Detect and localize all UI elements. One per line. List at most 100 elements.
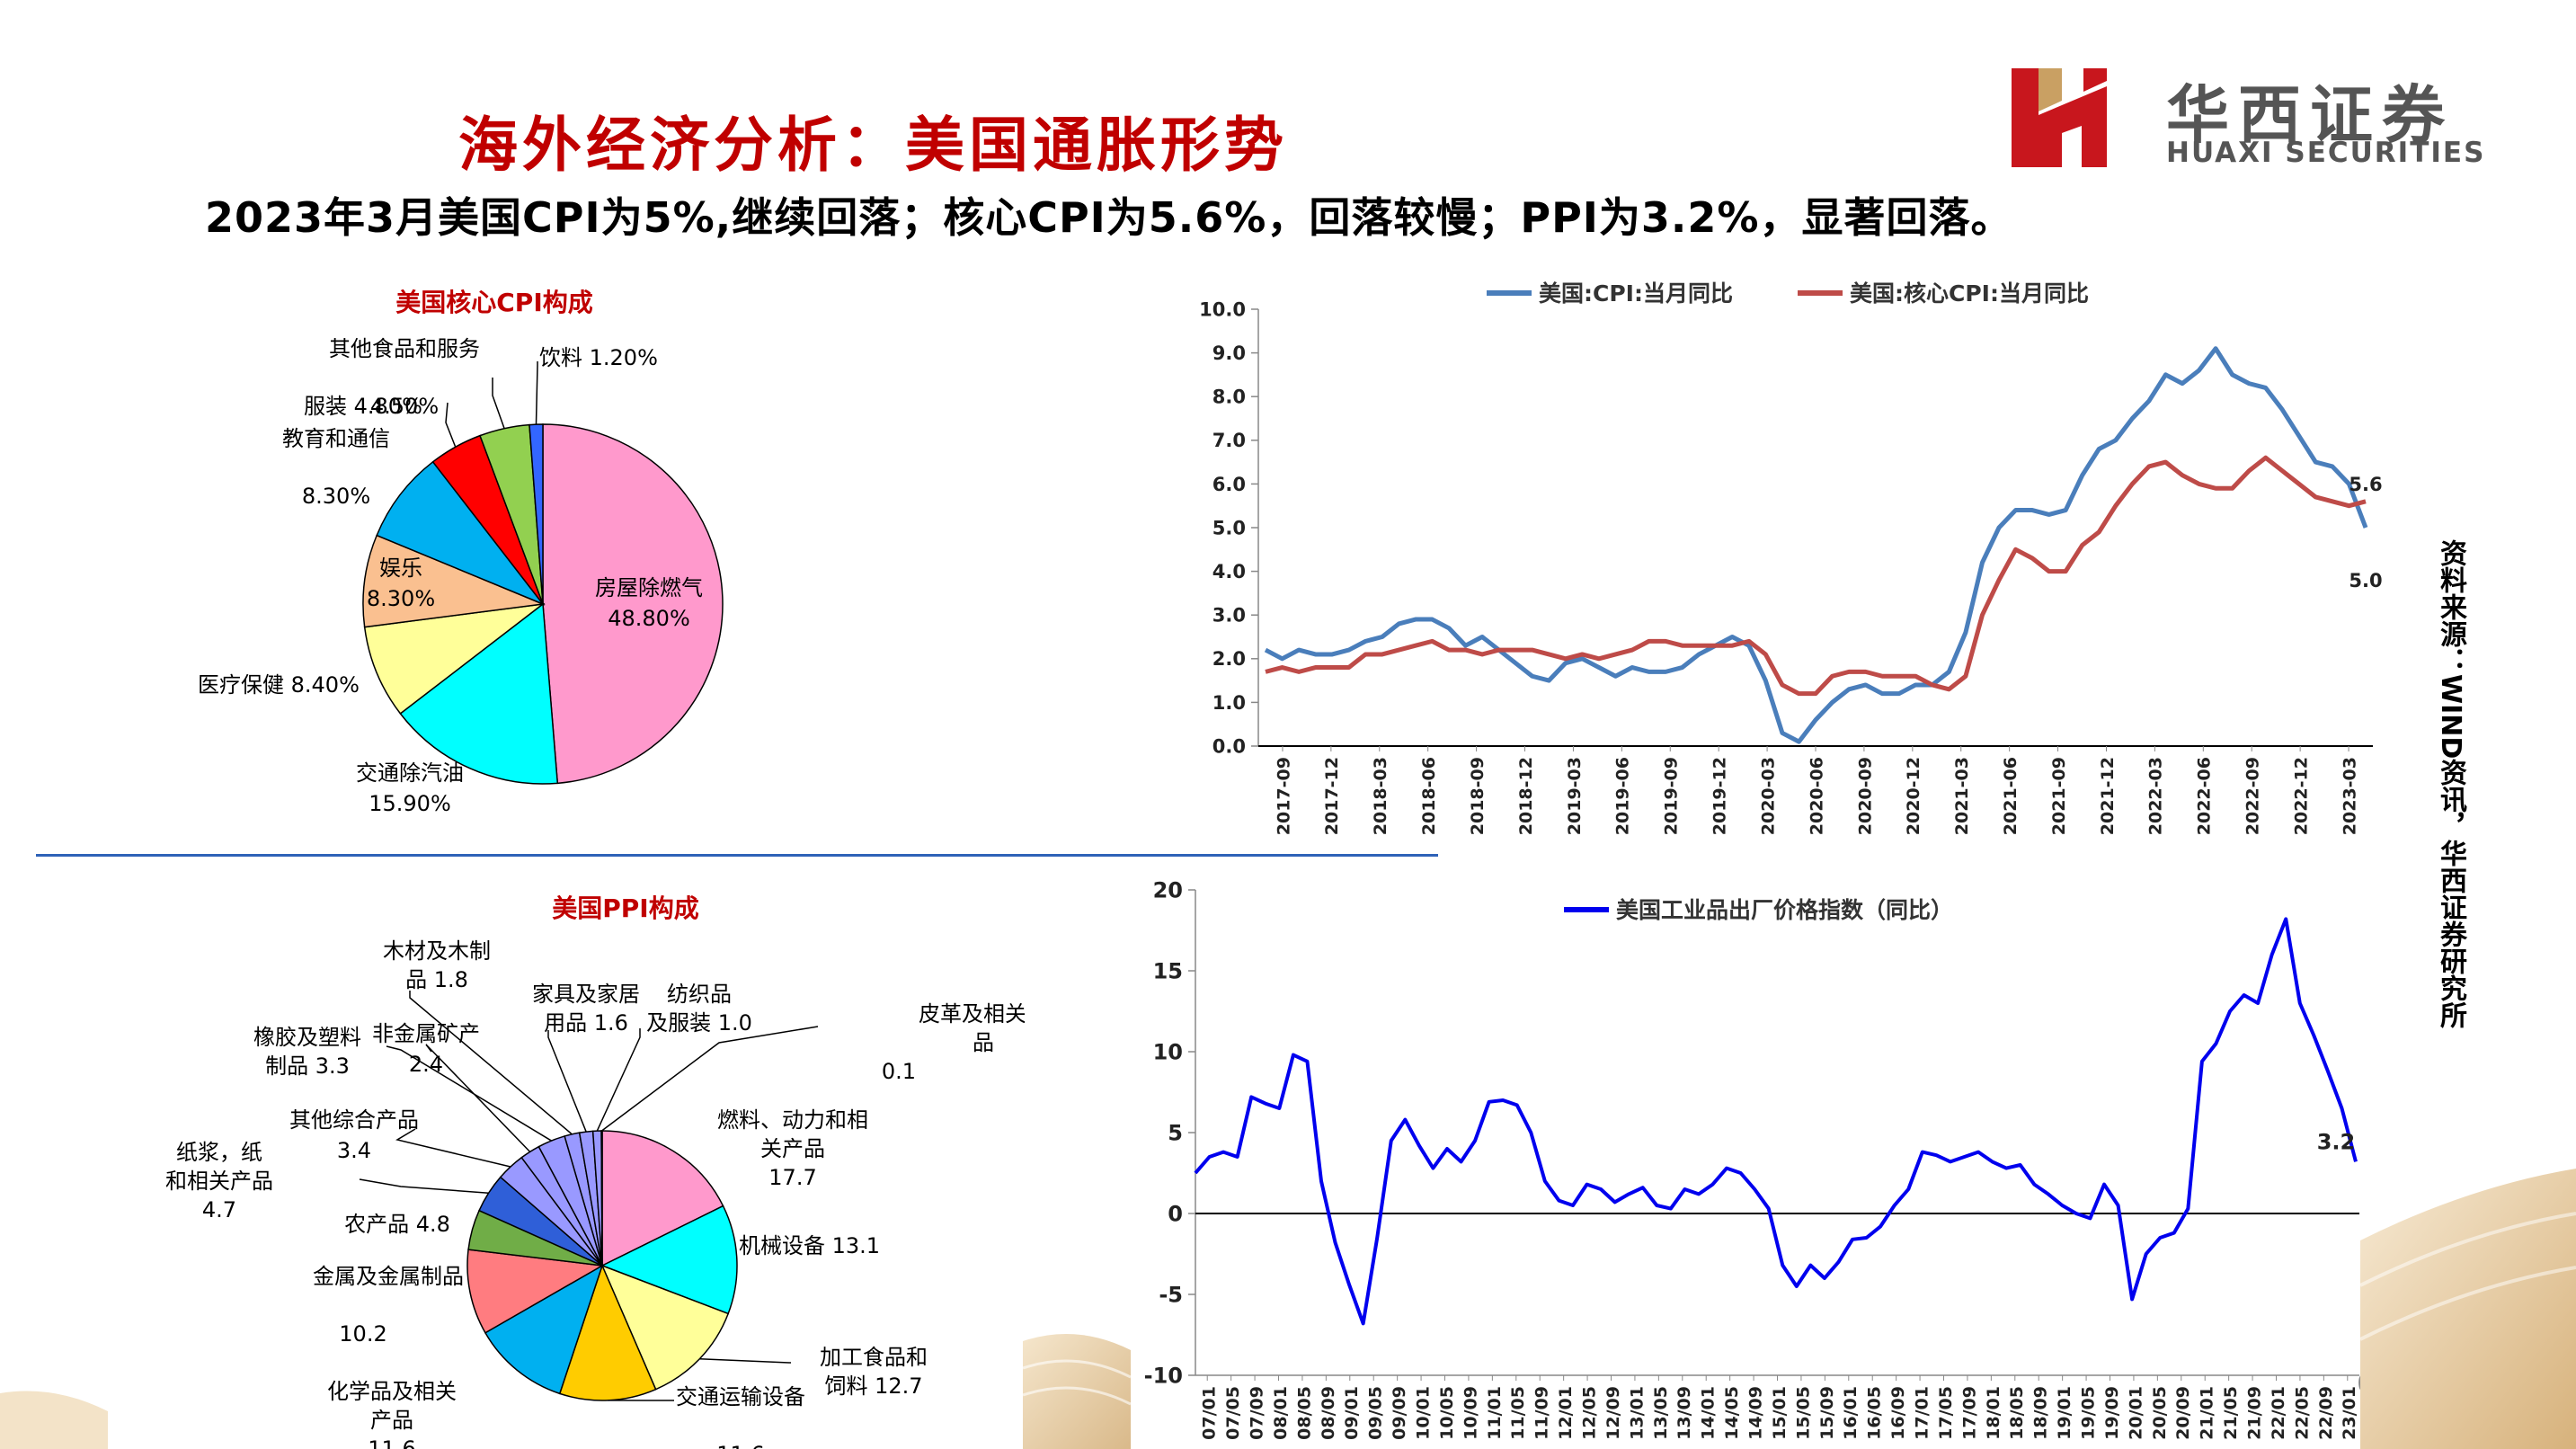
slice-label: 饲料 12.7 <box>824 1373 922 1399</box>
end-value-label: 5.0 <box>2349 570 2382 591</box>
x-tick-label: 07/05 <box>1223 1386 1243 1440</box>
slice-label: 家具及家居 <box>532 982 640 1007</box>
pie-slice <box>600 1264 730 1391</box>
x-tick-label: 10/01 <box>1413 1386 1433 1440</box>
series-line <box>1194 917 2358 1326</box>
leader-line <box>699 1357 791 1364</box>
cpi-line-chart: 0.0 1.0 2.0 3.0 4.0 5.0 6.0 7.0 8.0 9.0 10.0 2017-0… <box>1199 280 2382 835</box>
x-tick-label: 10/05 <box>1437 1386 1457 1440</box>
pie-slice <box>399 602 559 785</box>
end-value-label: 3.2 <box>2317 1129 2356 1154</box>
pie-slice <box>558 1263 657 1401</box>
x-tick-label: 2019-03 <box>1565 757 1585 835</box>
logo-text-en: HUAXI SECURITIES <box>2166 137 2486 169</box>
page-subtitle: 2023年3月美国CPI为5%,继续回落；核心CPI为5.6%，回落较慢；PPI… <box>205 193 2013 242</box>
x-tick-label: 2021-09 <box>2049 757 2069 835</box>
x-tick-label: 2017-12 <box>1322 757 1342 835</box>
slice-value: 0.1 <box>882 1059 916 1084</box>
x-tick-label: 11/05 <box>1508 1386 1528 1440</box>
section-divider <box>36 854 1438 857</box>
chart-title: 美国核心CPI构成 <box>395 288 593 317</box>
slice-label: 交通运输设备 <box>676 1384 805 1409</box>
slice-value: 17.7 <box>768 1165 816 1190</box>
slice-label: 医疗保健 8.40% <box>198 672 360 698</box>
y-tick-label: 1.0 <box>1212 692 1246 714</box>
y-tick-label: 7.0 <box>1212 430 1246 451</box>
y-tick-label: 5.0 <box>1212 517 1246 538</box>
slice-label: 制品 3.3 <box>265 1053 350 1079</box>
y-tick-label: 5 <box>1168 1120 1183 1145</box>
slice-label: 产品 <box>370 1408 413 1433</box>
slice-label: 其他综合产品 <box>289 1107 419 1133</box>
x-tick-label: 2022-06 <box>2195 757 2215 835</box>
x-tick-label: 2020-12 <box>1904 757 1923 835</box>
decorative-wave-image <box>2360 1169 2576 1449</box>
x-tick-label: 12/09 <box>1603 1386 1623 1440</box>
x-tick-label: 16/01 <box>1841 1386 1861 1440</box>
slice-label: 教育和通信 <box>282 426 390 451</box>
slice-label: 机械设备 13.1 <box>739 1233 880 1258</box>
y-tick-label: -10 <box>1144 1363 1183 1388</box>
x-tick-label: 2018-06 <box>1419 757 1439 835</box>
leader-line <box>547 1030 587 1133</box>
x-tick-label: 15/09 <box>1817 1386 1837 1440</box>
leader-line <box>492 378 505 429</box>
leader-line <box>535 361 538 425</box>
slice-label: 关产品 <box>760 1136 825 1161</box>
y-tick-label: 6.0 <box>1212 474 1246 495</box>
x-tick-label: 14/09 <box>1745 1386 1765 1440</box>
x-tick-label: 16/09 <box>1888 1386 1908 1440</box>
x-tick-label: 09/09 <box>1390 1386 1409 1440</box>
x-tick-label: 23/01 <box>2340 1386 2359 1440</box>
x-tick-label: 08/01 <box>1271 1386 1291 1440</box>
slice-value: 11.6 <box>368 1436 415 1449</box>
pie-slice <box>376 460 546 606</box>
legend-label: 美国:核心CPI:当月同比 <box>1850 280 2089 307</box>
x-tick-label: 17/05 <box>1936 1386 1956 1440</box>
slice-label: 及服装 1.0 <box>646 1010 752 1036</box>
x-tick-label: 20/01 <box>2126 1386 2145 1440</box>
x-tick-label: 2022-12 <box>2291 757 2311 835</box>
slice-value: 8.30% <box>302 484 370 509</box>
slice-label: 交通除汽油 <box>356 760 464 786</box>
series-line <box>1265 455 2367 697</box>
x-tick-label: 2018-12 <box>1516 757 1536 835</box>
decorative-wave-image <box>0 1391 108 1449</box>
huaxi-logo-icon <box>2012 68 2107 167</box>
x-tick-label: 2022-09 <box>2243 757 2263 835</box>
x-tick-label: 2019-12 <box>1710 757 1730 835</box>
slice-label: 其他食品和服务 <box>329 336 480 361</box>
x-tick-label: 20/09 <box>2173 1386 2193 1440</box>
x-tick-label: 19/05 <box>2078 1386 2098 1440</box>
x-tick-label: 14/01 <box>1699 1386 1719 1440</box>
x-tick-label: 14/05 <box>1722 1386 1742 1440</box>
x-tick-label: 2020-03 <box>1758 757 1778 835</box>
slice-label: 橡胶及塑料 <box>253 1025 361 1050</box>
x-tick-label: 11/01 <box>1485 1386 1505 1440</box>
legend-label: 美国工业品出厂价格指数（同比） <box>1616 897 1953 923</box>
pie-slice <box>600 1205 738 1315</box>
x-tick-label: 15/05 <box>1793 1386 1813 1440</box>
slice-value: 11.6 <box>716 1442 764 1449</box>
slice-label: 品 <box>973 1030 994 1055</box>
leader-line <box>386 1045 552 1142</box>
slice-value: 15.90% <box>369 791 451 816</box>
y-tick-label: -5 <box>1159 1282 1183 1307</box>
x-tick-label: 19/01 <box>2055 1386 2074 1440</box>
chart-title: 美国PPI构成 <box>552 893 698 923</box>
y-tick-label: 2.0 <box>1212 648 1246 670</box>
y-tick-label: 8.0 <box>1212 387 1246 408</box>
y-tick-label: 4.0 <box>1212 561 1246 582</box>
x-tick-label: 2020-09 <box>1855 757 1875 835</box>
leader-line <box>445 402 457 448</box>
x-tick-label: 08/05 <box>1294 1386 1314 1440</box>
x-tick-label: 2018-03 <box>1371 757 1390 835</box>
y-tick-label: 20 <box>1153 877 1183 902</box>
x-tick-label: 09/05 <box>1366 1386 1386 1440</box>
slice-label: 金属及金属制品 <box>313 1264 464 1289</box>
x-tick-label: 17/09 <box>1959 1386 1979 1440</box>
series-line <box>1264 346 2368 744</box>
x-tick-label: 2021-06 <box>2001 757 2021 835</box>
leader-line <box>395 1128 511 1168</box>
